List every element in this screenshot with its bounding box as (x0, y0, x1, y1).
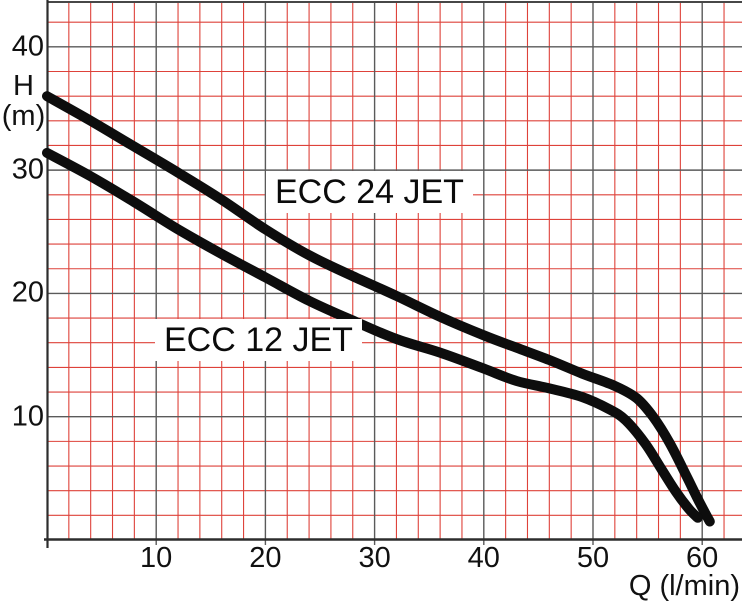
y-tick-label-10: 10 (11, 400, 44, 433)
x-tick-label-60: 60 (686, 542, 719, 574)
y-tick-label-40: 40 (11, 30, 44, 63)
curve-ecc-12-jet (42, 147, 703, 523)
x-axis-title: Q (l/min) (628, 570, 740, 602)
y-axis-title-symbol: H (13, 70, 34, 102)
curve-label-ecc-12-jet: ECC 12 JET (155, 319, 362, 361)
x-tick-label-40: 40 (467, 542, 500, 574)
x-tick-label-20: 20 (249, 542, 282, 574)
y-tick-label-20: 20 (11, 276, 44, 309)
x-tick-label-30: 30 (358, 542, 391, 574)
curve-ecc-24-jet (42, 91, 715, 527)
y-axis-title-unit: (m) (1, 100, 46, 132)
curve-label-ecc-24-jet: ECC 24 JET (266, 171, 473, 213)
y-axis-title: H (m) (0, 71, 47, 131)
y-tick-label-30: 30 (11, 153, 44, 186)
x-tick-label-10: 10 (140, 542, 173, 574)
x-tick-label-50: 50 (576, 542, 610, 574)
